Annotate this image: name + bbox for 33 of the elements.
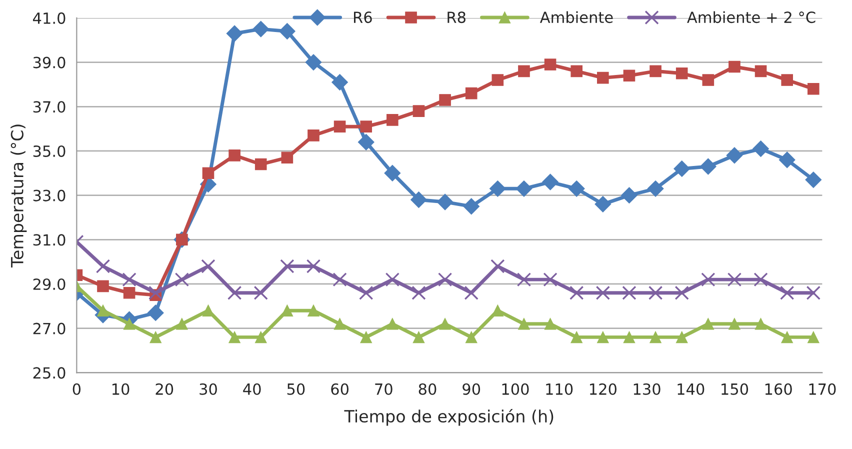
y-tick-label: 39.0 (33, 56, 66, 68)
legend-label: R8 (448, 12, 466, 24)
y-tick-label: 37.0 (33, 101, 66, 113)
y-tick-label: 33.0 (33, 190, 66, 202)
x-tick-label: 50 (287, 383, 305, 395)
y-tick-label: 29.0 (33, 278, 66, 290)
y-tick-label: 27.0 (33, 322, 66, 334)
x-tick-label: 0 (72, 383, 81, 395)
x-tick-label: 170 (809, 383, 836, 395)
x-axis-title: Tiempo de exposición (h) (344, 408, 554, 426)
x-tick-label: 120 (590, 383, 616, 395)
x-tick-label: 70 (375, 383, 392, 395)
x-tick-label: 130 (634, 383, 660, 395)
legend-label: Ambiente (540, 11, 613, 24)
x-tick-label: 20 (156, 383, 174, 395)
x-tick-label: 10 (112, 383, 130, 395)
x-tick-label: 60 (331, 383, 349, 395)
x-tick-label: 80 (418, 383, 436, 395)
legend-label: R6 (354, 12, 372, 24)
x-tick-label: 160 (765, 383, 792, 395)
legend-label: Ambiente + 2 °C (687, 11, 816, 24)
y-tick-label: 41.0 (32, 12, 66, 24)
x-tick-label: 90 (462, 383, 480, 395)
y-tick-label: 31.0 (33, 234, 66, 246)
x-tick-label: 140 (678, 383, 704, 395)
x-tick-label: 100 (502, 383, 529, 395)
y-tick-label: 25.0 (33, 367, 66, 379)
x-tick-label: 150 (722, 383, 748, 395)
x-tick-label: 110 (546, 383, 573, 395)
x-tick-label: 30 (200, 383, 217, 395)
y-tick-label: 35.0 (33, 145, 66, 157)
x-tick-label: 40 (243, 383, 261, 395)
y-axis-title: Temperatura (°C) (10, 124, 27, 268)
